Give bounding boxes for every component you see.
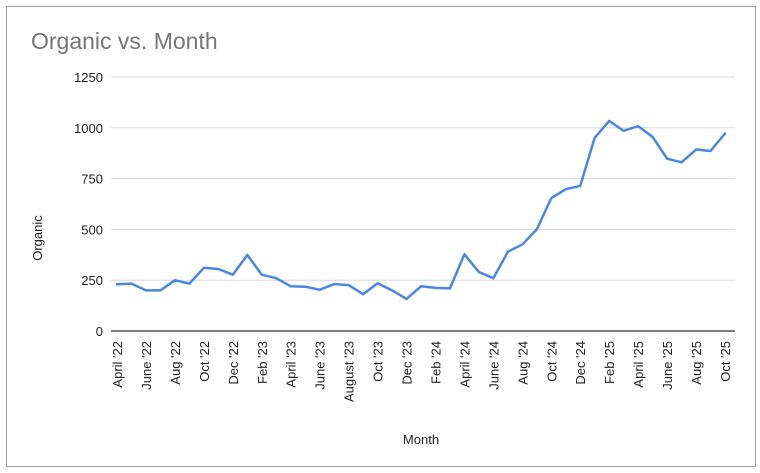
data-point[interactable] (172, 277, 178, 283)
data-point[interactable] (375, 280, 381, 286)
x-tick-label: June '22 (139, 341, 154, 390)
data-point[interactable] (664, 156, 670, 162)
data-point[interactable] (404, 296, 410, 302)
x-tick-label: Dec '24 (573, 341, 588, 385)
x-tick-label: Dec '23 (400, 341, 415, 385)
y-tick-label: 500 (81, 222, 103, 237)
data-point[interactable] (317, 287, 323, 293)
data-point[interactable] (346, 282, 352, 288)
gridlines (111, 76, 735, 281)
x-tick-label: April '22 (110, 341, 125, 388)
x-tick-label: April '24 (457, 341, 472, 388)
line-chart: Organic vs. Month 0 250 500 750 1000 1250 Apr… (30, 28, 735, 447)
data-point[interactable] (360, 291, 366, 297)
x-tick-label: Feb '23 (255, 341, 270, 384)
data-point[interactable] (635, 123, 641, 129)
data-point[interactable] (143, 287, 149, 293)
data-point[interactable] (722, 130, 728, 136)
data-point[interactable] (114, 281, 120, 287)
x-tick-label: Oct '25 (718, 341, 733, 382)
x-axis-label: Month (403, 432, 439, 447)
data-point[interactable] (201, 265, 207, 271)
data-point[interactable] (244, 252, 250, 258)
data-point[interactable] (230, 272, 236, 278)
x-tick-label: Dec '22 (226, 341, 241, 385)
x-tick-label: Feb '25 (602, 341, 617, 384)
data-point[interactable] (476, 269, 482, 275)
x-tick-label: April '23 (284, 341, 299, 388)
x-tick-label: Feb '24 (428, 341, 443, 384)
data-point[interactable] (708, 148, 714, 154)
data-point[interactable] (650, 134, 656, 140)
data-point[interactable] (606, 118, 612, 124)
x-tick-label: Aug '22 (168, 341, 183, 385)
x-tick-label: Aug '24 (515, 341, 530, 385)
data-point[interactable] (331, 281, 337, 287)
data-point[interactable] (621, 128, 627, 134)
data-points (114, 118, 728, 302)
data-point[interactable] (447, 285, 453, 291)
y-tick-label: 1000 (74, 121, 103, 136)
data-point[interactable] (461, 251, 467, 257)
x-tick-label: Oct '23 (371, 341, 386, 382)
series-line[interactable] (115, 119, 727, 301)
data-point[interactable] (592, 135, 598, 141)
data-point[interactable] (693, 147, 699, 153)
data-point[interactable] (548, 195, 554, 201)
data-point[interactable] (389, 287, 395, 293)
data-point[interactable] (534, 226, 540, 232)
x-axis-ticks: April '22 June '22 Aug '22 Oct '22 Dec '22 Fe… (110, 341, 733, 402)
data-point[interactable] (288, 283, 294, 289)
data-point[interactable] (432, 285, 438, 291)
data-point[interactable] (519, 241, 525, 247)
chart-title: Organic vs. Month (31, 28, 218, 54)
data-point[interactable] (679, 159, 685, 165)
y-axis-label: Organic (30, 215, 45, 261)
data-point[interactable] (490, 275, 496, 281)
data-point[interactable] (505, 249, 511, 255)
data-point[interactable] (577, 183, 583, 189)
y-tick-label: 750 (81, 172, 103, 187)
data-point[interactable] (259, 272, 265, 278)
x-tick-label: June '25 (660, 341, 675, 390)
x-tick-label: Oct '24 (544, 341, 559, 382)
x-tick-label: Aug '25 (689, 341, 704, 385)
y-tick-label: 250 (81, 273, 103, 288)
x-tick-label: April '25 (631, 341, 646, 388)
x-tick-label: August '23 (342, 341, 357, 402)
y-axis-ticks: 0 250 500 750 1000 1250 (74, 70, 103, 339)
data-point[interactable] (215, 266, 221, 272)
data-point[interactable] (157, 287, 163, 293)
data-point[interactable] (418, 283, 424, 289)
y-tick-label: 1250 (74, 70, 103, 85)
chart-container[interactable]: Organic vs. Month 0 250 500 750 1000 1250 Apr… (6, 6, 756, 467)
x-tick-label: June '24 (486, 341, 501, 390)
y-tick-label: 0 (96, 324, 103, 339)
data-point[interactable] (563, 186, 569, 192)
data-point[interactable] (302, 284, 308, 290)
x-tick-label: Oct '22 (197, 341, 212, 382)
data-point[interactable] (128, 281, 134, 287)
data-point[interactable] (273, 275, 279, 281)
data-point[interactable] (186, 281, 192, 287)
x-tick-label: June '23 (313, 341, 328, 390)
